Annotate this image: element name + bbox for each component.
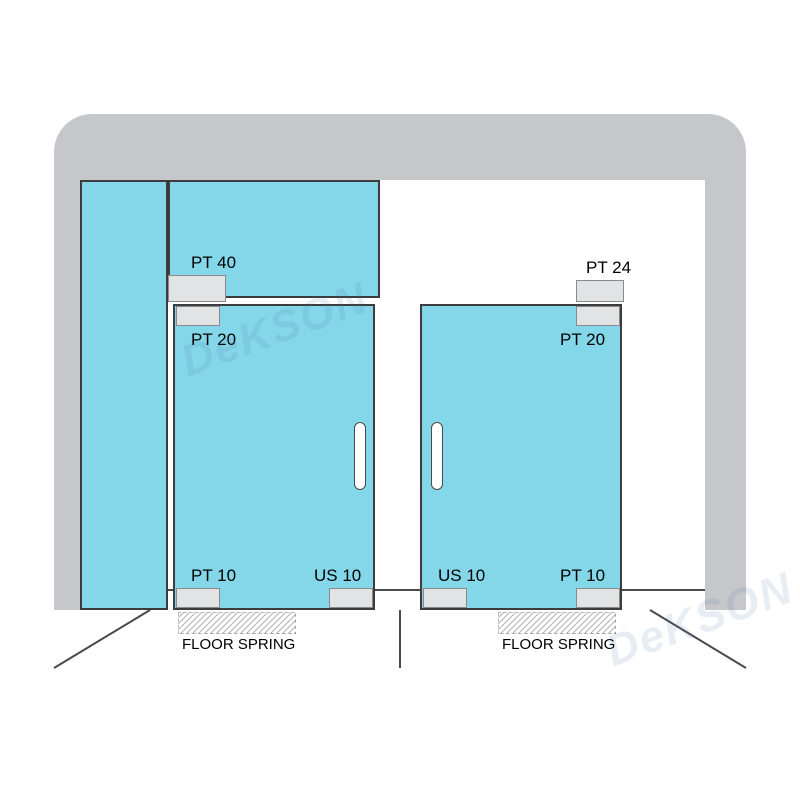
fitting-pt10L (176, 588, 220, 608)
fitting-pt40 (168, 275, 226, 302)
handle-right (431, 422, 443, 490)
fitting-us10L (329, 588, 373, 608)
label-fsL: FLOOR SPRING (182, 636, 295, 653)
label-pt10L: PT 10 (191, 566, 236, 586)
handle-left (354, 422, 366, 490)
fitting-us10R (423, 588, 467, 608)
fitting-pt10R (576, 588, 620, 608)
label-pt10R: PT 10 (560, 566, 605, 586)
fitting-pt20L (176, 306, 220, 326)
label-pt20R: PT 20 (560, 330, 605, 350)
fitting-pt20R (576, 306, 620, 326)
label-us10R: US 10 (438, 566, 485, 586)
glass-sidelight (80, 180, 168, 610)
fitting-pt24 (576, 280, 624, 302)
label-pt40: PT 40 (191, 253, 236, 273)
floor-spring-1 (178, 612, 296, 634)
label-fsR: FLOOR SPRING (502, 636, 615, 653)
floor-spring-2 (498, 612, 616, 634)
label-us10L: US 10 (314, 566, 361, 586)
diagram-stage: PT 40 PT 20 PT 10 US 10 FLOOR SPRING PT 24 PT … (0, 0, 800, 800)
label-pt24: PT 24 (586, 258, 631, 278)
